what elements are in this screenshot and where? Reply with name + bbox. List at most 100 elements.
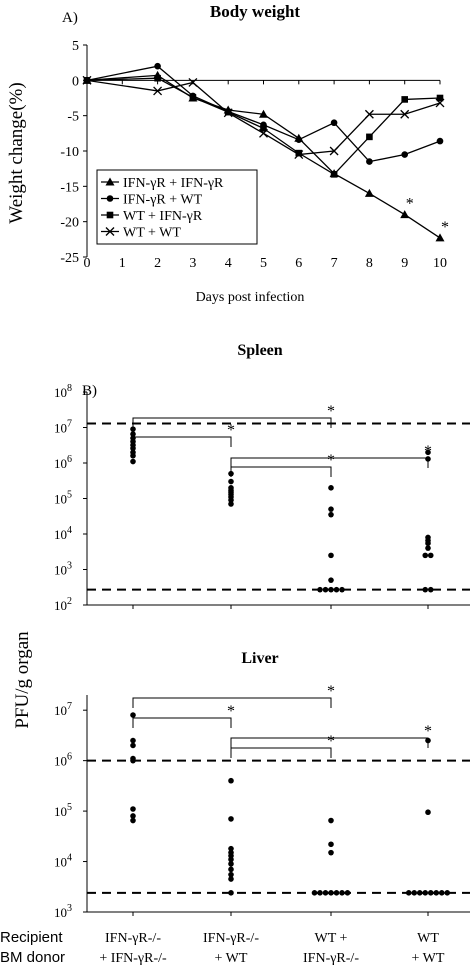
data-point [223,108,233,118]
data-point [427,552,434,559]
y-tick-label: 107 [54,701,72,718]
data-point [228,876,234,882]
panel-a-xlabel: Days post infection [196,290,305,305]
data-point [416,890,423,896]
legend-marker [106,211,114,219]
y-tick-label: -25 [60,251,79,266]
data-point [436,94,444,102]
data-point [433,890,440,896]
data-point [400,109,410,119]
x-group-label-line1: IFN-γR-/- [203,931,259,946]
data-point [328,817,334,824]
data-point [228,485,234,491]
panel-a-title: Body weight [210,2,301,21]
spleen-title: Spleen [237,342,282,359]
data-point [295,136,303,143]
legend-label: IFN-γR + IFN-γR [123,176,224,191]
data-point [228,478,234,485]
data-point [344,890,351,896]
data-point [311,890,318,896]
data-point [364,188,374,197]
significance-star: * [327,403,335,420]
x-tick-label: 4 [225,256,232,271]
data-point [130,458,136,465]
data-point [130,806,136,812]
data-point [400,210,410,219]
series-line [86,77,441,176]
data-point [228,861,234,867]
panel-a-ylabel: Weight change(%) [6,82,27,223]
panel-b-label: B) [82,383,97,399]
x-tick-label: 2 [154,256,161,271]
data-point [328,849,334,856]
y-tick-label: 105 [54,490,72,507]
x-tick-label: 10 [433,256,447,271]
significance-bracket [230,457,429,468]
y-tick-label: 103 [54,561,72,578]
data-point [228,816,234,822]
data-point [228,849,234,856]
x-group-label-line1: IFN-γR-/- [105,931,161,946]
data-point [411,890,418,896]
x-tick-label: 0 [84,256,91,271]
data-point [401,151,409,158]
legend-marker [106,195,114,202]
y-tick-label: 107 [54,419,72,436]
y-tick-label: 104 [54,525,72,542]
data-point [328,577,334,583]
data-point [154,62,161,70]
x-tick-label: 1 [119,256,126,271]
data-point [228,845,234,852]
data-point [329,146,339,156]
y-tick-label: 0 [72,74,79,89]
data-point [188,77,198,87]
panel-a-plot: 5 0 -5 -10 -15 -20 -25 0 1 2 3 4 5 6 7 8 9 10 * * IFN-γR + I… [60,39,449,271]
x-tick-label: 9 [401,256,408,271]
x-tick-label: 8 [366,256,373,271]
data-point [366,133,373,141]
x-tick-label: 6 [295,256,302,271]
legend-box [96,169,258,245]
data-point [427,890,434,896]
y-tick-label: 5 [72,39,79,54]
data-point [425,809,431,816]
data-point [317,890,323,896]
recipient-label: Recipient [0,929,63,946]
significance-star: * [424,723,432,740]
y-tick-label: 106 [54,454,72,471]
liver-title: Liver [241,650,278,667]
data-point [425,449,431,456]
data-point [339,890,345,896]
data-point [228,777,234,784]
y-tick-label: 106 [54,752,72,769]
data-point [322,586,329,593]
y-tick-label: -20 [60,216,79,231]
data-point [130,426,136,432]
data-point [328,552,334,559]
data-point [425,534,431,541]
data-point [260,125,267,132]
data-point [130,755,136,762]
y-tick-label: 108 [54,383,72,400]
legend-label: WT + WT [123,226,181,241]
data-point [435,98,445,108]
significance-bracket [230,737,429,748]
spleen-plot: 102 103 104 105 106 107 108 * * * * [54,383,470,613]
data-point [422,586,429,593]
data-point [422,552,429,559]
significance-star: * [227,422,235,439]
liver-plot: 103 104 105 106 107 * * * * [54,683,470,920]
data-point [228,501,234,507]
data-point [405,890,412,896]
significance-star: * [327,683,335,700]
data-point [153,86,163,96]
series-line [86,79,441,156]
significance-bracket [132,436,232,447]
legend-label: WT + IFN-γR [123,209,203,224]
significance-star: * [227,703,235,720]
data-point [401,96,408,103]
x-group-label-line2: + IFN-γR-/- [99,951,167,966]
y-tick-label: -5 [67,110,79,125]
panel-a-label: A) [62,10,78,26]
